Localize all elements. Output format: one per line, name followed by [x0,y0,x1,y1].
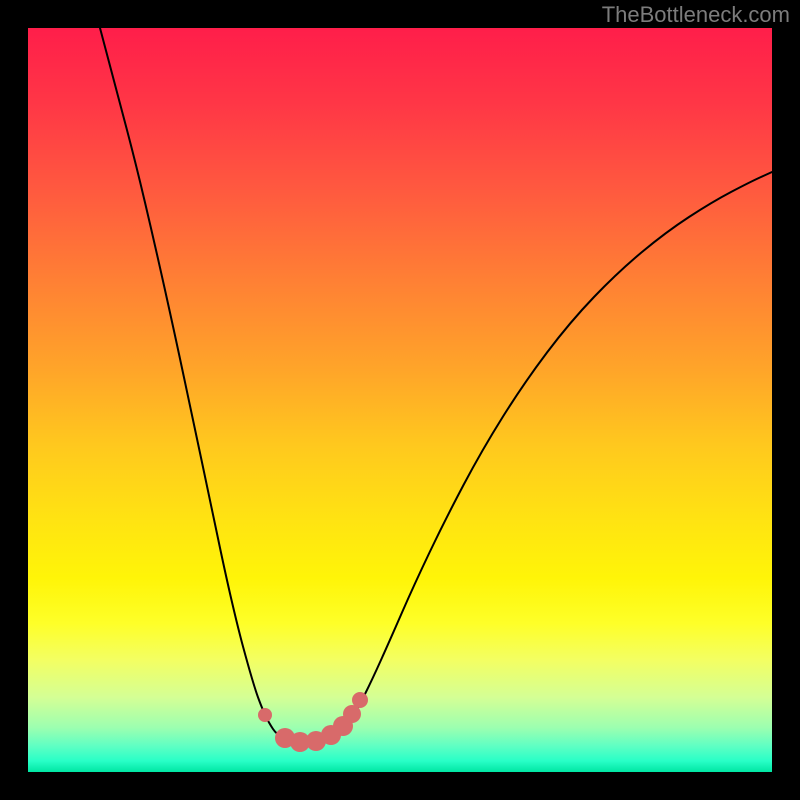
trough-marker [352,692,368,708]
plot-background [28,28,772,772]
attribution-text: TheBottleneck.com [602,2,790,27]
bottleneck-chart: TheBottleneck.com [0,0,800,800]
trough-marker [258,708,272,722]
